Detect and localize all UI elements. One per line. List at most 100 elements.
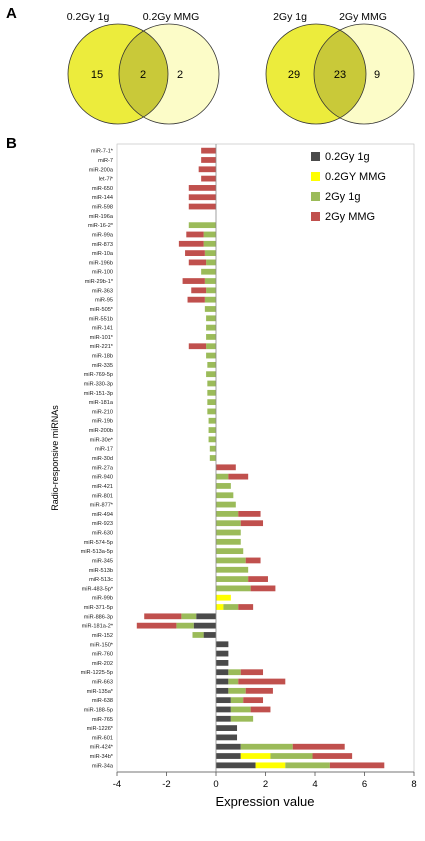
venn-diagram-2: 2Gy 1g 2Gy MMG 29 23 9: [265, 11, 415, 125]
bar-segment: [216, 753, 241, 759]
bar-segment: [216, 706, 231, 713]
x-tick-label: 2: [263, 779, 268, 790]
category-label: miR-424*: [90, 745, 114, 751]
legend-swatch-2gy-1g: [311, 192, 320, 201]
bar-segment: [209, 455, 216, 461]
category-label: miR-923: [92, 521, 113, 527]
bar-segment: [198, 166, 216, 173]
bar-segment: [216, 669, 229, 676]
bar-segment: [250, 706, 271, 713]
bar-segment: [203, 632, 216, 638]
category-label: miR-101*: [90, 335, 114, 341]
category-label: miR-181a: [89, 400, 114, 406]
category-label: miR-29b-1*: [85, 279, 114, 285]
category-label: miR-7-1*: [91, 149, 114, 155]
bar-segment: [216, 520, 241, 527]
venn-1-left-count: 15: [91, 69, 103, 81]
legend-swatch-2gy-mmg: [311, 212, 320, 221]
bar-segment: [216, 650, 229, 657]
bar-segment: [216, 483, 231, 489]
bar-segment: [188, 259, 207, 266]
category-label: miR-574-5p: [84, 540, 113, 546]
bar-segment: [188, 194, 216, 201]
bar-segment: [216, 715, 231, 722]
bar-segment: [207, 380, 216, 387]
bar-segment: [292, 743, 345, 750]
category-label: miR-769-5p: [84, 372, 113, 378]
bar-segment: [207, 389, 216, 396]
category-label: miR-765: [92, 717, 113, 723]
bar-segment: [207, 408, 216, 415]
category-label: miR-196b: [89, 260, 113, 266]
category-label: miR-513c: [89, 577, 113, 583]
bar-segment: [206, 287, 216, 294]
bar-segment: [196, 613, 216, 620]
legend-label-2gy-1g: 2Gy 1g: [325, 191, 360, 203]
category-label: miR-27a: [92, 465, 114, 471]
bar-segment: [230, 697, 244, 704]
category-label: miR-34a: [92, 763, 114, 769]
bar-segment: [240, 753, 271, 759]
bar-segment: [207, 399, 216, 406]
category-label: miR-188-5p: [84, 707, 113, 713]
legend-swatch-0-2gy-mmg: [311, 172, 320, 181]
bar-segment: [216, 604, 224, 610]
bar-segment: [209, 445, 216, 452]
bar-segment: [228, 687, 246, 694]
bar-segment: [206, 315, 216, 322]
venn-2-left-title: 2Gy 1g: [273, 11, 307, 23]
category-label: miR-99b: [92, 596, 113, 602]
bar-segment: [216, 743, 241, 750]
bar-segment: [188, 203, 216, 210]
plot-area-frame: [116, 143, 415, 773]
venn-diagram-1: 0.2Gy 1g 0.2Gy MMG 15 2 2: [67, 11, 220, 125]
category-label: miR-877*: [90, 503, 114, 509]
bar-segment: [216, 687, 229, 694]
bar-segment: [216, 464, 236, 471]
bar-segment: [216, 594, 231, 601]
bar-segment: [312, 753, 353, 759]
category-label: miR-371-5p: [84, 605, 113, 611]
bar-segment: [206, 334, 216, 340]
bar-segment: [230, 715, 254, 722]
bar-segment: [216, 510, 239, 517]
bar-segment: [204, 250, 216, 256]
legend-label-0-2gy-mmg: 0.2GY MMG: [325, 171, 386, 183]
bar-segment: [206, 259, 216, 266]
venn-2-right-count: 9: [374, 69, 380, 81]
bar-segment: [181, 613, 197, 620]
bar-segment: [201, 157, 216, 163]
category-label: miR-505*: [90, 307, 114, 313]
bar-segment: [216, 492, 234, 499]
category-label: miR-18b: [92, 354, 113, 360]
category-label: miR-202: [92, 661, 113, 667]
category-label: miR-1225-5p: [81, 670, 113, 676]
category-label: miR-16-2*: [88, 223, 114, 229]
bar-segment: [223, 604, 239, 610]
bar-segment: [216, 697, 231, 704]
bar-segment: [176, 622, 194, 629]
category-label: miR-638: [92, 698, 113, 704]
category-label: miR-95: [95, 298, 113, 304]
bar-segment: [204, 296, 216, 303]
bar-segment: [245, 687, 273, 694]
bar-segment: [204, 306, 216, 312]
venn-1-overlap-count: 2: [140, 69, 146, 81]
legend-label-0-2gy-1g: 0.2Gy 1g: [325, 151, 370, 163]
bar-segment: [250, 585, 276, 592]
category-label: miR-100: [92, 270, 113, 276]
bar-segment: [228, 473, 249, 480]
bar-segment: [238, 510, 261, 517]
bar-segment: [216, 576, 249, 582]
category-label: miR-886-3p: [84, 614, 113, 620]
x-axis-title: Expression value: [216, 794, 315, 809]
category-label: miR-601: [92, 735, 113, 741]
category-label: miR-663: [92, 680, 113, 686]
bar-segment: [193, 622, 216, 629]
bar-segment: [245, 557, 261, 564]
category-label: miR-141: [92, 326, 113, 332]
bar-segment: [186, 231, 204, 238]
category-label: miR-513a-5p: [81, 549, 113, 555]
bar-segment: [230, 706, 251, 713]
bar-segment: [243, 697, 264, 704]
